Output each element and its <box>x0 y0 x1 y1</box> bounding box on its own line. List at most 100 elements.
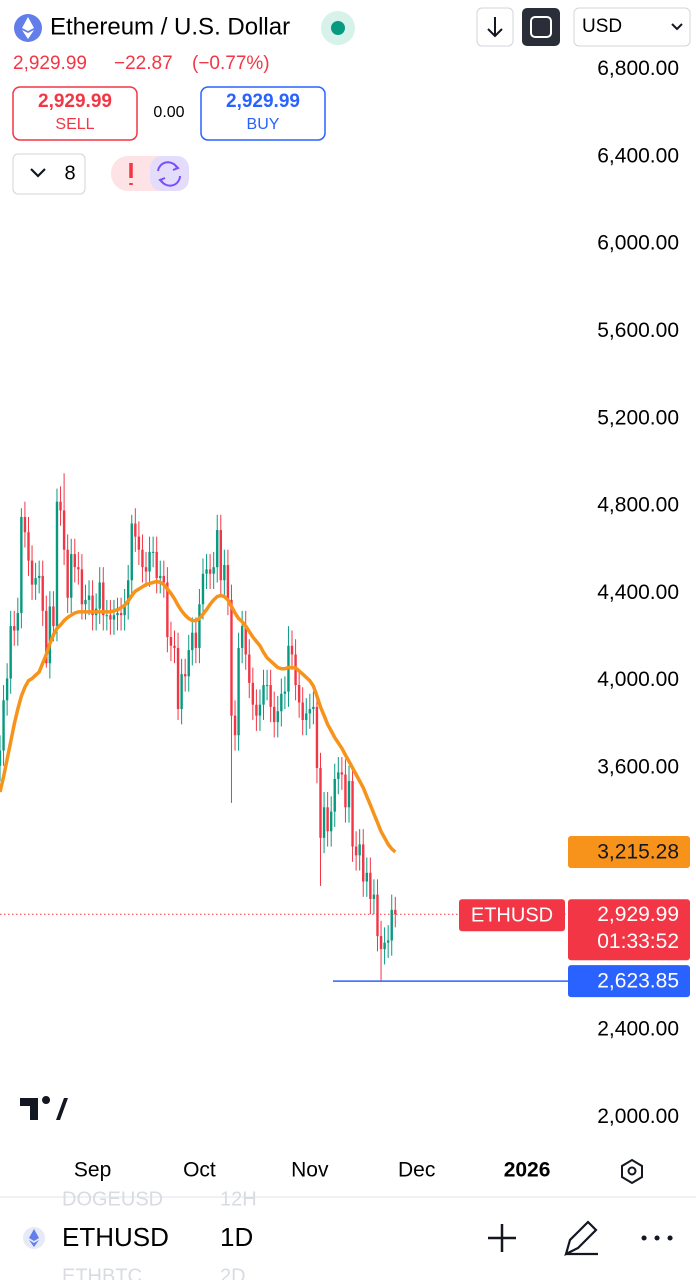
candle-body <box>0 750 2 766</box>
candle-body <box>45 610 48 664</box>
candle-body <box>269 685 272 707</box>
candle-body <box>326 807 329 832</box>
refresh-pill[interactable] <box>150 156 189 191</box>
down-arrow <box>487 17 503 38</box>
draw-button[interactable] <box>564 1220 598 1257</box>
x-tick-label: Oct <box>183 1159 216 1182</box>
spread: 0.00 <box>153 104 184 121</box>
candle-body <box>98 582 101 609</box>
x-tick-label: Sep <box>74 1159 111 1182</box>
candle-body <box>134 523 137 537</box>
currency: USD <box>582 16 622 37</box>
candle-body <box>244 626 247 655</box>
tv-logo <box>20 1096 68 1120</box>
ghost-interval: 12H <box>220 1188 257 1210</box>
candle-body <box>212 567 215 574</box>
moving-average <box>0 579 397 854</box>
candle-body <box>351 781 354 847</box>
eth-glyph <box>22 17 34 39</box>
candle-body <box>301 702 304 720</box>
candle-body <box>248 654 251 683</box>
candle-body <box>187 650 190 677</box>
candle-body <box>233 715 237 736</box>
candle-body <box>144 567 148 572</box>
candle-body <box>223 564 226 581</box>
candle-body <box>312 706 315 710</box>
sell-price: 2,929.99 <box>38 91 112 112</box>
candle-body <box>329 811 333 832</box>
sell-button[interactable] <box>12 86 138 141</box>
status-dot <box>331 21 345 35</box>
symbol-tag-label: ETHUSD <box>471 905 553 927</box>
candle-body <box>383 942 386 950</box>
countdown: 01:33:52 <box>597 930 679 953</box>
hline-tag-label: 2,623.85 <box>597 970 679 993</box>
y-tick-label: 6,800.00 <box>597 57 679 80</box>
candle-body <box>70 554 73 598</box>
y-tick-label: 5,200.00 <box>597 406 679 429</box>
candle-body <box>305 713 308 720</box>
candle-body <box>251 682 255 705</box>
x-tick-label: 2026 <box>504 1159 551 1182</box>
candle-body <box>333 778 336 812</box>
y-tick-label: 6,000.00 <box>597 232 679 255</box>
add-button[interactable] <box>488 1224 516 1252</box>
ghost-symbol: ETHBTC <box>62 1265 142 1280</box>
candle-body <box>62 510 66 550</box>
candle-body <box>362 844 365 882</box>
candle-body <box>162 575 166 583</box>
candle-body <box>2 700 5 751</box>
candle-body <box>216 530 219 568</box>
candle-body <box>52 606 55 627</box>
currency-select[interactable] <box>573 7 691 47</box>
candle-body <box>394 909 397 915</box>
ghost-symbol: DOGEUSD <box>62 1188 163 1210</box>
chevron <box>671 23 683 31</box>
candle-body <box>123 604 126 616</box>
sell-label: SELL <box>55 116 94 133</box>
candle-body <box>240 626 244 648</box>
candle-body <box>119 613 123 616</box>
candle-body <box>308 709 312 714</box>
candle-body <box>315 706 319 768</box>
candle-body <box>166 582 169 638</box>
candle-body <box>9 626 12 679</box>
candle-body <box>176 647 180 710</box>
y-tick-label: 4,400.00 <box>597 581 679 604</box>
y-tick-label: 3,600.00 <box>597 756 679 779</box>
candle-body <box>80 569 84 605</box>
candle-body <box>37 575 41 579</box>
title: Ethereum / U.S. Dollar <box>50 13 290 40</box>
candle-body <box>340 772 344 775</box>
candle-body <box>16 613 20 631</box>
ghost-interval: 2D <box>220 1265 246 1280</box>
candle-body <box>34 578 37 585</box>
candle-body <box>322 807 326 838</box>
candle-body <box>219 530 222 581</box>
candle-body <box>226 564 230 600</box>
candle-body <box>376 894 379 937</box>
chevron <box>30 168 46 178</box>
fullscreen-button[interactable] <box>522 8 560 46</box>
candle-body <box>173 645 176 648</box>
candle-body <box>358 844 361 856</box>
candle-body <box>183 674 187 677</box>
buy-button[interactable] <box>200 86 326 141</box>
candle-body <box>91 595 94 616</box>
candle-body <box>290 645 294 655</box>
fullscreen-icon <box>530 16 552 38</box>
indicators-toggle[interactable] <box>12 153 86 195</box>
eth-glyph <box>29 1229 39 1247</box>
symbol[interactable]: ETHUSD <box>62 1222 169 1252</box>
candle-body <box>194 632 198 648</box>
candle-body <box>180 674 183 710</box>
candle-body <box>27 532 30 561</box>
y-tick-label: 2,400.00 <box>597 1017 679 1040</box>
indicator-count: 8 <box>64 162 75 184</box>
candle-body <box>130 523 133 581</box>
y-tick-label: 4,000.00 <box>597 668 679 691</box>
settings-icon[interactable] <box>621 1158 643 1185</box>
interval[interactable]: 1D <box>220 1222 253 1252</box>
candle-body <box>276 711 279 723</box>
